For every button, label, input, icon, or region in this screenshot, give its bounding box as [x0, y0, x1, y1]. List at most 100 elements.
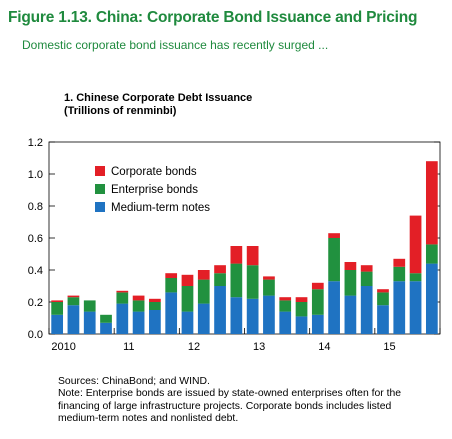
bar-segment [311, 282, 324, 290]
x-tick-label: 11 [123, 341, 134, 353]
bar-segment [311, 314, 324, 334]
bar-segment [165, 278, 178, 293]
bar-segment [181, 286, 194, 312]
bar-segment [149, 298, 161, 302]
bar-segment [83, 300, 96, 312]
bar-segment [214, 273, 226, 286]
bar-segment [377, 292, 389, 306]
bar-segment [311, 289, 324, 315]
bar-segment [409, 281, 422, 334]
bar-segment [295, 316, 308, 334]
figure-title: Figure 1.13. China: Corporate Bond Issua… [8, 9, 418, 26]
bar-segment [100, 322, 112, 334]
bar-segment [360, 271, 373, 286]
bar-segment [344, 295, 357, 334]
chart-notes: Sources: ChinaBond; and WIND. Note: Ente… [58, 376, 446, 426]
bar-segment [246, 265, 259, 299]
bar-segment [263, 276, 275, 280]
bar-segment [425, 263, 438, 334]
bar-segment [149, 310, 161, 334]
bar-segment [197, 270, 210, 280]
x-tick-label: 15 [383, 341, 395, 353]
y-tick-label: 1.2 [28, 137, 43, 149]
legend-label: Enterprise bonds [111, 184, 198, 196]
bar-segment [409, 273, 422, 282]
bar-segment [230, 263, 243, 298]
legend-label: Corporate bonds [111, 166, 197, 178]
bar-segment [116, 290, 129, 293]
x-tick-label: 2010 [51, 341, 75, 353]
figure-subtitle: Domestic corporate bond issuance has rec… [22, 38, 329, 52]
bar-segment [181, 311, 194, 334]
bar-segment [344, 270, 357, 296]
bond-issuance-chart: 0.0 0.2 0.4 0.6 0.8 1.0 1.2 2010 11 12 13 14 15 Corpo… [28, 137, 441, 353]
bar-segment [393, 266, 406, 282]
y-tick-label: 0.0 [28, 329, 43, 341]
bar-segment [295, 302, 308, 317]
y-tick-label: 0.2 [28, 297, 43, 309]
bar-segment [230, 297, 243, 334]
x-tick-label: 13 [253, 341, 265, 353]
bar-segment [360, 265, 373, 272]
y-tick-label: 0.4 [28, 265, 43, 277]
bar-segment [132, 300, 145, 312]
bar-segment [165, 273, 178, 278]
bar-segment [295, 297, 308, 302]
bar-segment [214, 265, 226, 274]
bar-segment [279, 297, 292, 301]
bar-segment [393, 281, 406, 334]
bar-segment [328, 238, 340, 282]
bar-segment [165, 292, 178, 334]
bar-segment [377, 289, 389, 293]
bar-segment [393, 258, 406, 267]
panel-title: 1. Chinese Corporate Debt Issuance (Tril… [64, 92, 252, 118]
bar-segment [181, 274, 194, 286]
note-line: financing of large infrastructure projec… [58, 400, 392, 412]
bar-segment [425, 244, 438, 264]
x-tick-label: 14 [318, 341, 330, 353]
bar-segment [132, 295, 145, 301]
bar-segment [197, 303, 210, 334]
y-tick-label: 1.0 [28, 169, 43, 181]
sources-note: Sources: ChinaBond; and WIND. [58, 376, 210, 387]
bar-segment [116, 292, 129, 304]
legend-swatch [95, 202, 105, 212]
y-tick-label: 0.6 [28, 233, 43, 245]
bar-segment [328, 281, 340, 334]
bar-segment [230, 246, 243, 264]
bar-segment [51, 302, 64, 315]
bar-segment [67, 305, 80, 334]
bar-segment [51, 314, 64, 334]
bar-segment [246, 246, 259, 266]
bar-segment [100, 314, 112, 323]
bar-segment [425, 161, 438, 245]
panel-title-units: (Trillions of renminbi) [64, 105, 177, 117]
bar-segment [344, 262, 357, 270]
bar-segment [214, 286, 226, 334]
bar-segment [409, 215, 422, 274]
bar-segment [149, 302, 161, 310]
bar-segment [246, 298, 259, 334]
x-tick-label: 12 [188, 341, 200, 353]
bar-segment [279, 311, 292, 334]
bar-segment [116, 303, 129, 334]
bar-segment [67, 297, 80, 306]
bar-segment [377, 305, 389, 334]
bar-segment [328, 233, 340, 238]
bar-segment [132, 311, 145, 334]
bar-segment [279, 300, 292, 312]
bar-segment [197, 279, 210, 304]
bar-segment [51, 300, 64, 302]
bar-segment [83, 311, 96, 334]
y-tick-label: 0.8 [28, 201, 43, 213]
bar-segment [360, 286, 373, 334]
bar-segment [263, 279, 275, 296]
panel-title-line1: 1. Chinese Corporate Debt Issuance [64, 92, 253, 104]
bar-segment [263, 295, 275, 334]
legend-swatch [95, 166, 105, 176]
note-line: Note: Enterprise bonds are issued by sta… [58, 388, 402, 400]
legend-label: Medium-term notes [111, 202, 210, 214]
note-line: medium-term notes and nonlisted debt. [58, 413, 239, 425]
legend-swatch [95, 184, 105, 194]
bar-segment [67, 295, 80, 298]
